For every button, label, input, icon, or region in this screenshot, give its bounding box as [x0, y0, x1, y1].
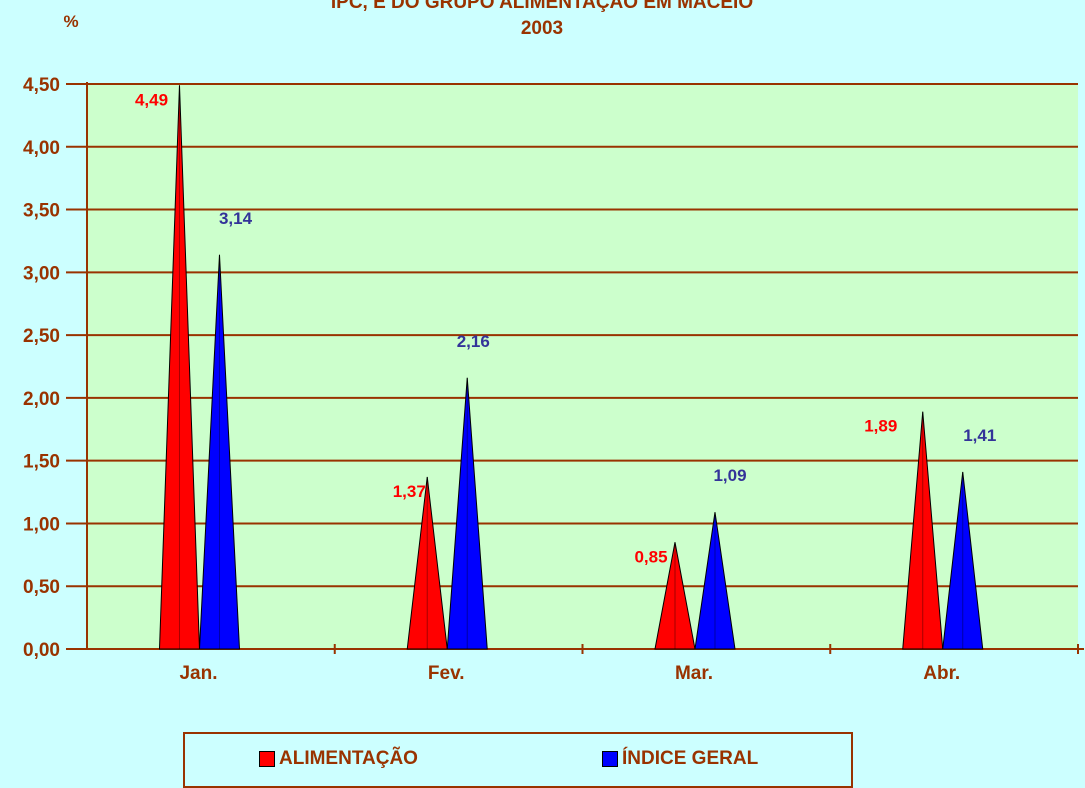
y-tick-label: 2,00 [23, 389, 60, 410]
y-tick-label: 2,50 [23, 326, 60, 347]
plot-area: 0,00 0,50 1,00 1,50 2,00 2,50 3,00 3,50 4,00 4,50… [23, 75, 1084, 684]
cone-bar [446, 377, 488, 650]
x-tick-label: Abr. [923, 663, 960, 684]
y-tick-label: 0,50 [23, 577, 60, 598]
cone-bar [158, 85, 201, 650]
cone-bar [902, 411, 944, 650]
data-label: 1,41 [963, 426, 996, 445]
data-label: 0,85 [634, 547, 667, 566]
legend-swatch-alimentacao [259, 751, 275, 767]
x-tick-label: Fev. [428, 663, 465, 684]
x-tick-label: Mar. [675, 663, 713, 684]
cone-bar [654, 542, 696, 650]
legend-swatch-indice-geral [602, 751, 618, 767]
data-label: 1,09 [713, 466, 746, 485]
y-axis-unit-label: % [63, 12, 78, 31]
cone-bar [406, 476, 448, 650]
y-tick-label: 3,00 [23, 263, 60, 284]
chart-title-line-1: IPC, E DO GRUPO ALIMENTAÇÃO EM MACEIÓ [331, 0, 753, 13]
legend: ALIMENTAÇÃO ÍNDICE GERAL [183, 732, 853, 788]
chart-title-line-2: 2003 [521, 18, 563, 39]
cone-bar [198, 254, 241, 650]
y-tick-label: 1,50 [23, 452, 60, 473]
cone-bar [694, 512, 736, 650]
cone-bar [942, 471, 984, 650]
data-label: 1,37 [393, 482, 426, 501]
data-label: 4,49 [135, 90, 168, 109]
legend-label-indice-geral: ÍNDICE GERAL [622, 748, 759, 769]
y-tick-label: 4,00 [23, 138, 60, 159]
y-tick-label: 3,50 [23, 201, 60, 222]
x-tick-label: Jan. [179, 663, 217, 684]
y-tick-label: 4,50 [23, 75, 60, 96]
data-label: 1,89 [864, 417, 897, 436]
legend-item-alimentacao: ALIMENTAÇÃO [259, 748, 418, 770]
legend-item-indice-geral: ÍNDICE GERAL [602, 748, 758, 770]
y-tick-label: 1,00 [23, 514, 60, 535]
data-label: 3,14 [219, 209, 253, 228]
data-label: 2,16 [457, 332, 490, 351]
legend-label-alimentacao: ALIMENTAÇÃO [279, 748, 418, 769]
y-tick-label: 0,00 [23, 640, 60, 661]
